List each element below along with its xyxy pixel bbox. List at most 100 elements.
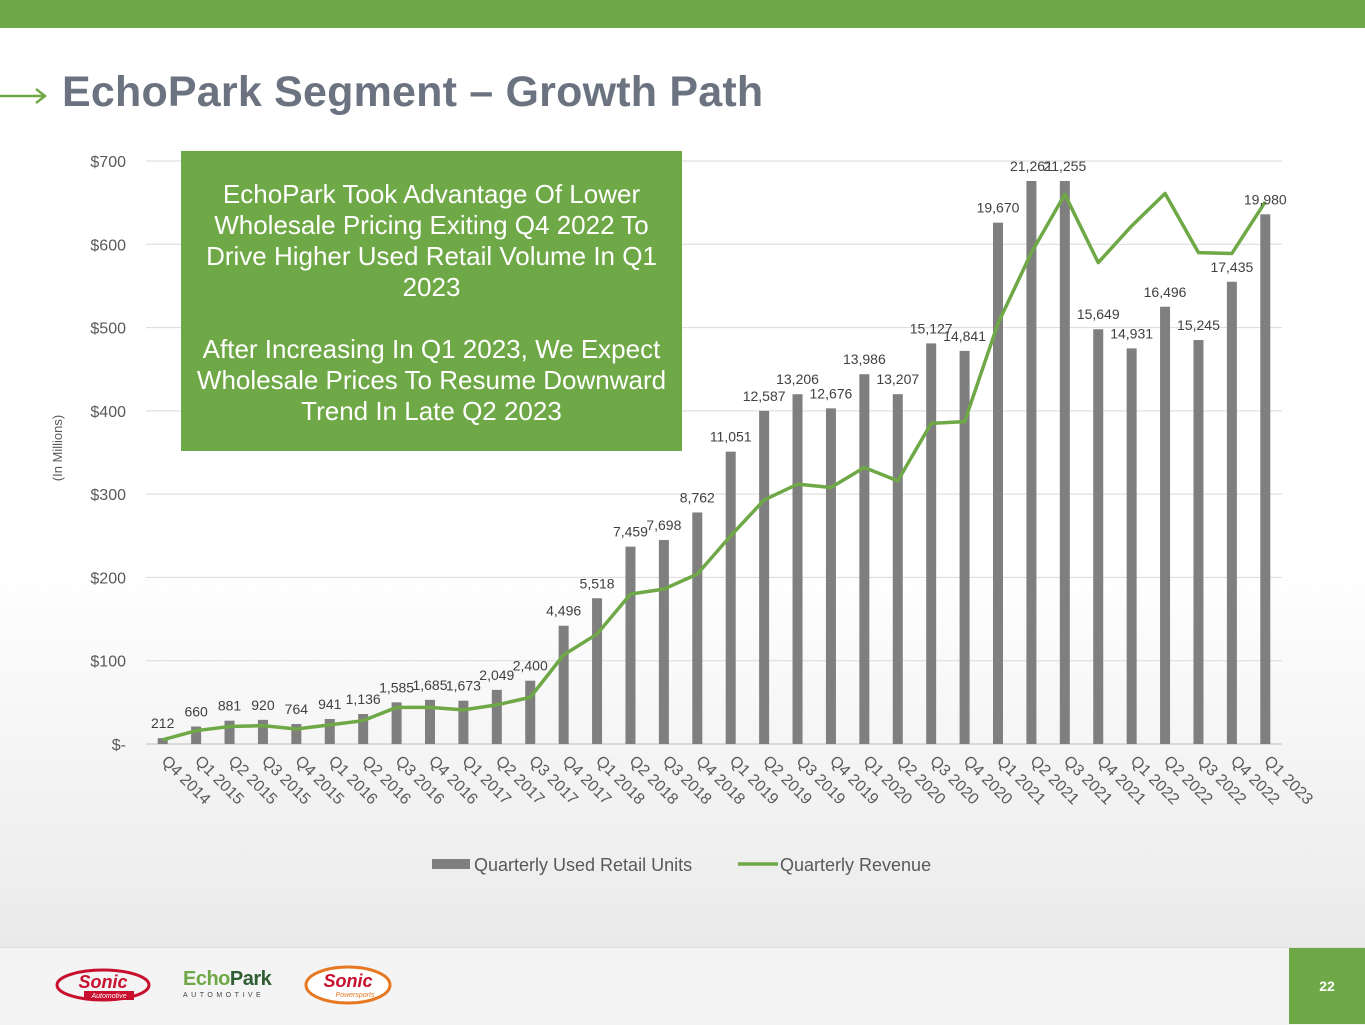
bar-data-label: 21,255 — [1043, 158, 1086, 174]
bar-data-label: 920 — [251, 697, 275, 713]
bar — [157, 738, 168, 744]
y-tick-label: $400 — [90, 404, 126, 421]
bar — [257, 719, 268, 744]
bar-data-label: 7,698 — [646, 517, 681, 533]
bar-data-label: 15,127 — [910, 320, 953, 336]
bar-data-label: 881 — [218, 698, 242, 714]
svg-text:Sonic: Sonic — [323, 971, 372, 991]
callout-box: EchoPark Took Advantage Of Lower Wholesa… — [181, 151, 682, 451]
y-tick-label: $200 — [90, 570, 126, 587]
top-accent-bar — [0, 0, 1365, 28]
bar — [191, 726, 202, 744]
echopark-logo-word-b: Park — [229, 968, 272, 990]
bar-data-label: 5,518 — [580, 575, 615, 591]
bar — [725, 451, 736, 744]
bar-data-label: 1,685 — [412, 677, 447, 693]
bar-data-label: 19,670 — [977, 200, 1020, 216]
bar-data-label: 1,673 — [446, 678, 481, 694]
bar-data-label: 21,261 — [1010, 158, 1053, 174]
bar-data-label: 4,496 — [546, 603, 581, 619]
bar-data-label: 660 — [184, 704, 208, 720]
bar — [692, 512, 703, 744]
bar — [625, 546, 636, 744]
bar-data-label: 14,841 — [943, 328, 986, 344]
bar — [959, 350, 970, 744]
bar-data-label: 12,587 — [743, 388, 786, 404]
bar-data-label: 15,649 — [1077, 306, 1120, 322]
y-axis-title: (In Millions) — [50, 415, 65, 481]
sonic-automotive-logo: Sonic Automotive — [55, 968, 151, 1002]
bar-data-label: 1,585 — [379, 679, 414, 695]
bar-data-label: 212 — [151, 715, 175, 731]
bar-data-label: 13,206 — [776, 371, 819, 387]
bar-data-label: 17,435 — [1210, 259, 1253, 275]
bar — [825, 408, 836, 744]
bar-data-label: 1,136 — [346, 691, 381, 707]
y-tick-label: $500 — [90, 321, 126, 338]
y-tick-label: $700 — [90, 154, 126, 171]
bar — [926, 343, 937, 744]
echopark-logo-word-a: Echo — [183, 968, 230, 990]
y-tick-label: $600 — [90, 237, 126, 254]
callout-paragraph-1: EchoPark Took Advantage Of Lower Wholesa… — [206, 179, 657, 302]
bar — [1226, 281, 1237, 744]
bar — [658, 539, 669, 744]
bar — [759, 410, 770, 744]
bar-data-label: 764 — [285, 701, 309, 717]
bar — [324, 719, 335, 744]
echopark-logo: EchoPark AUTOMOTIVE — [183, 968, 283, 1002]
bar-data-label: 8,762 — [680, 489, 715, 505]
bar — [391, 702, 402, 744]
callout-paragraph-2: After Increasing In Q1 2023, We Expect W… — [196, 334, 667, 426]
bar-data-label: 13,207 — [876, 371, 919, 387]
bar — [525, 680, 536, 744]
svg-text:Automotive: Automotive — [90, 993, 126, 1000]
bar — [358, 714, 369, 744]
bar — [892, 394, 903, 744]
bar-data-label: 941 — [318, 696, 342, 712]
bar-data-label: 12,676 — [810, 385, 853, 401]
bar — [1126, 348, 1137, 744]
bar-data-label: 2,049 — [479, 667, 514, 683]
bar — [592, 598, 603, 744]
bar — [1059, 180, 1070, 744]
bar — [291, 724, 302, 744]
bar-data-label: 7,459 — [613, 524, 648, 540]
revenue-line — [162, 191, 1267, 742]
bar — [1193, 340, 1204, 744]
bar — [558, 625, 569, 744]
sonic-powersports-logo: Sonic Powersports — [304, 965, 392, 1005]
bar — [458, 700, 469, 744]
chart: $- $100 $200 $300 $400 $500 $600 $700 (In Millio… — [50, 154, 1316, 875]
footer — [0, 947, 1365, 1025]
y-tick-label: $- — [112, 737, 126, 754]
y-tick-label: $300 — [90, 487, 126, 504]
bar — [1260, 214, 1271, 744]
bar — [224, 720, 235, 744]
bar-data-label: 19,980 — [1244, 191, 1287, 207]
page-number: 22 — [1289, 948, 1365, 1024]
bar — [792, 394, 803, 744]
bar — [425, 699, 435, 744]
echopark-logo-sub: AUTOMOTIVE — [183, 992, 265, 999]
arrow-right-icon — [0, 88, 48, 104]
bar — [1026, 180, 1037, 744]
bar — [859, 374, 870, 744]
bar-data-label: 11,051 — [710, 429, 752, 445]
svg-text:Powersports: Powersports — [336, 992, 375, 999]
bar-data-label: 2,400 — [513, 658, 548, 674]
bar-data-label: 14,931 — [1110, 325, 1153, 341]
bar-data-label: 13,986 — [843, 351, 886, 367]
legend-swatch-units — [432, 859, 470, 869]
bar — [993, 222, 1003, 745]
bar — [491, 689, 502, 744]
page-title: EchoPark Segment – Growth Path — [62, 68, 764, 116]
bar-data-label: 16,496 — [1144, 284, 1187, 300]
svg-text:Sonic: Sonic — [78, 972, 127, 992]
legend-label-revenue: Quarterly Revenue — [780, 855, 931, 875]
bar — [1093, 329, 1104, 744]
y-tick-label: $100 — [90, 654, 126, 671]
bar — [1160, 306, 1171, 744]
bar-data-label: 15,245 — [1177, 317, 1220, 333]
legend-label-units: Quarterly Used Retail Units — [474, 855, 692, 875]
